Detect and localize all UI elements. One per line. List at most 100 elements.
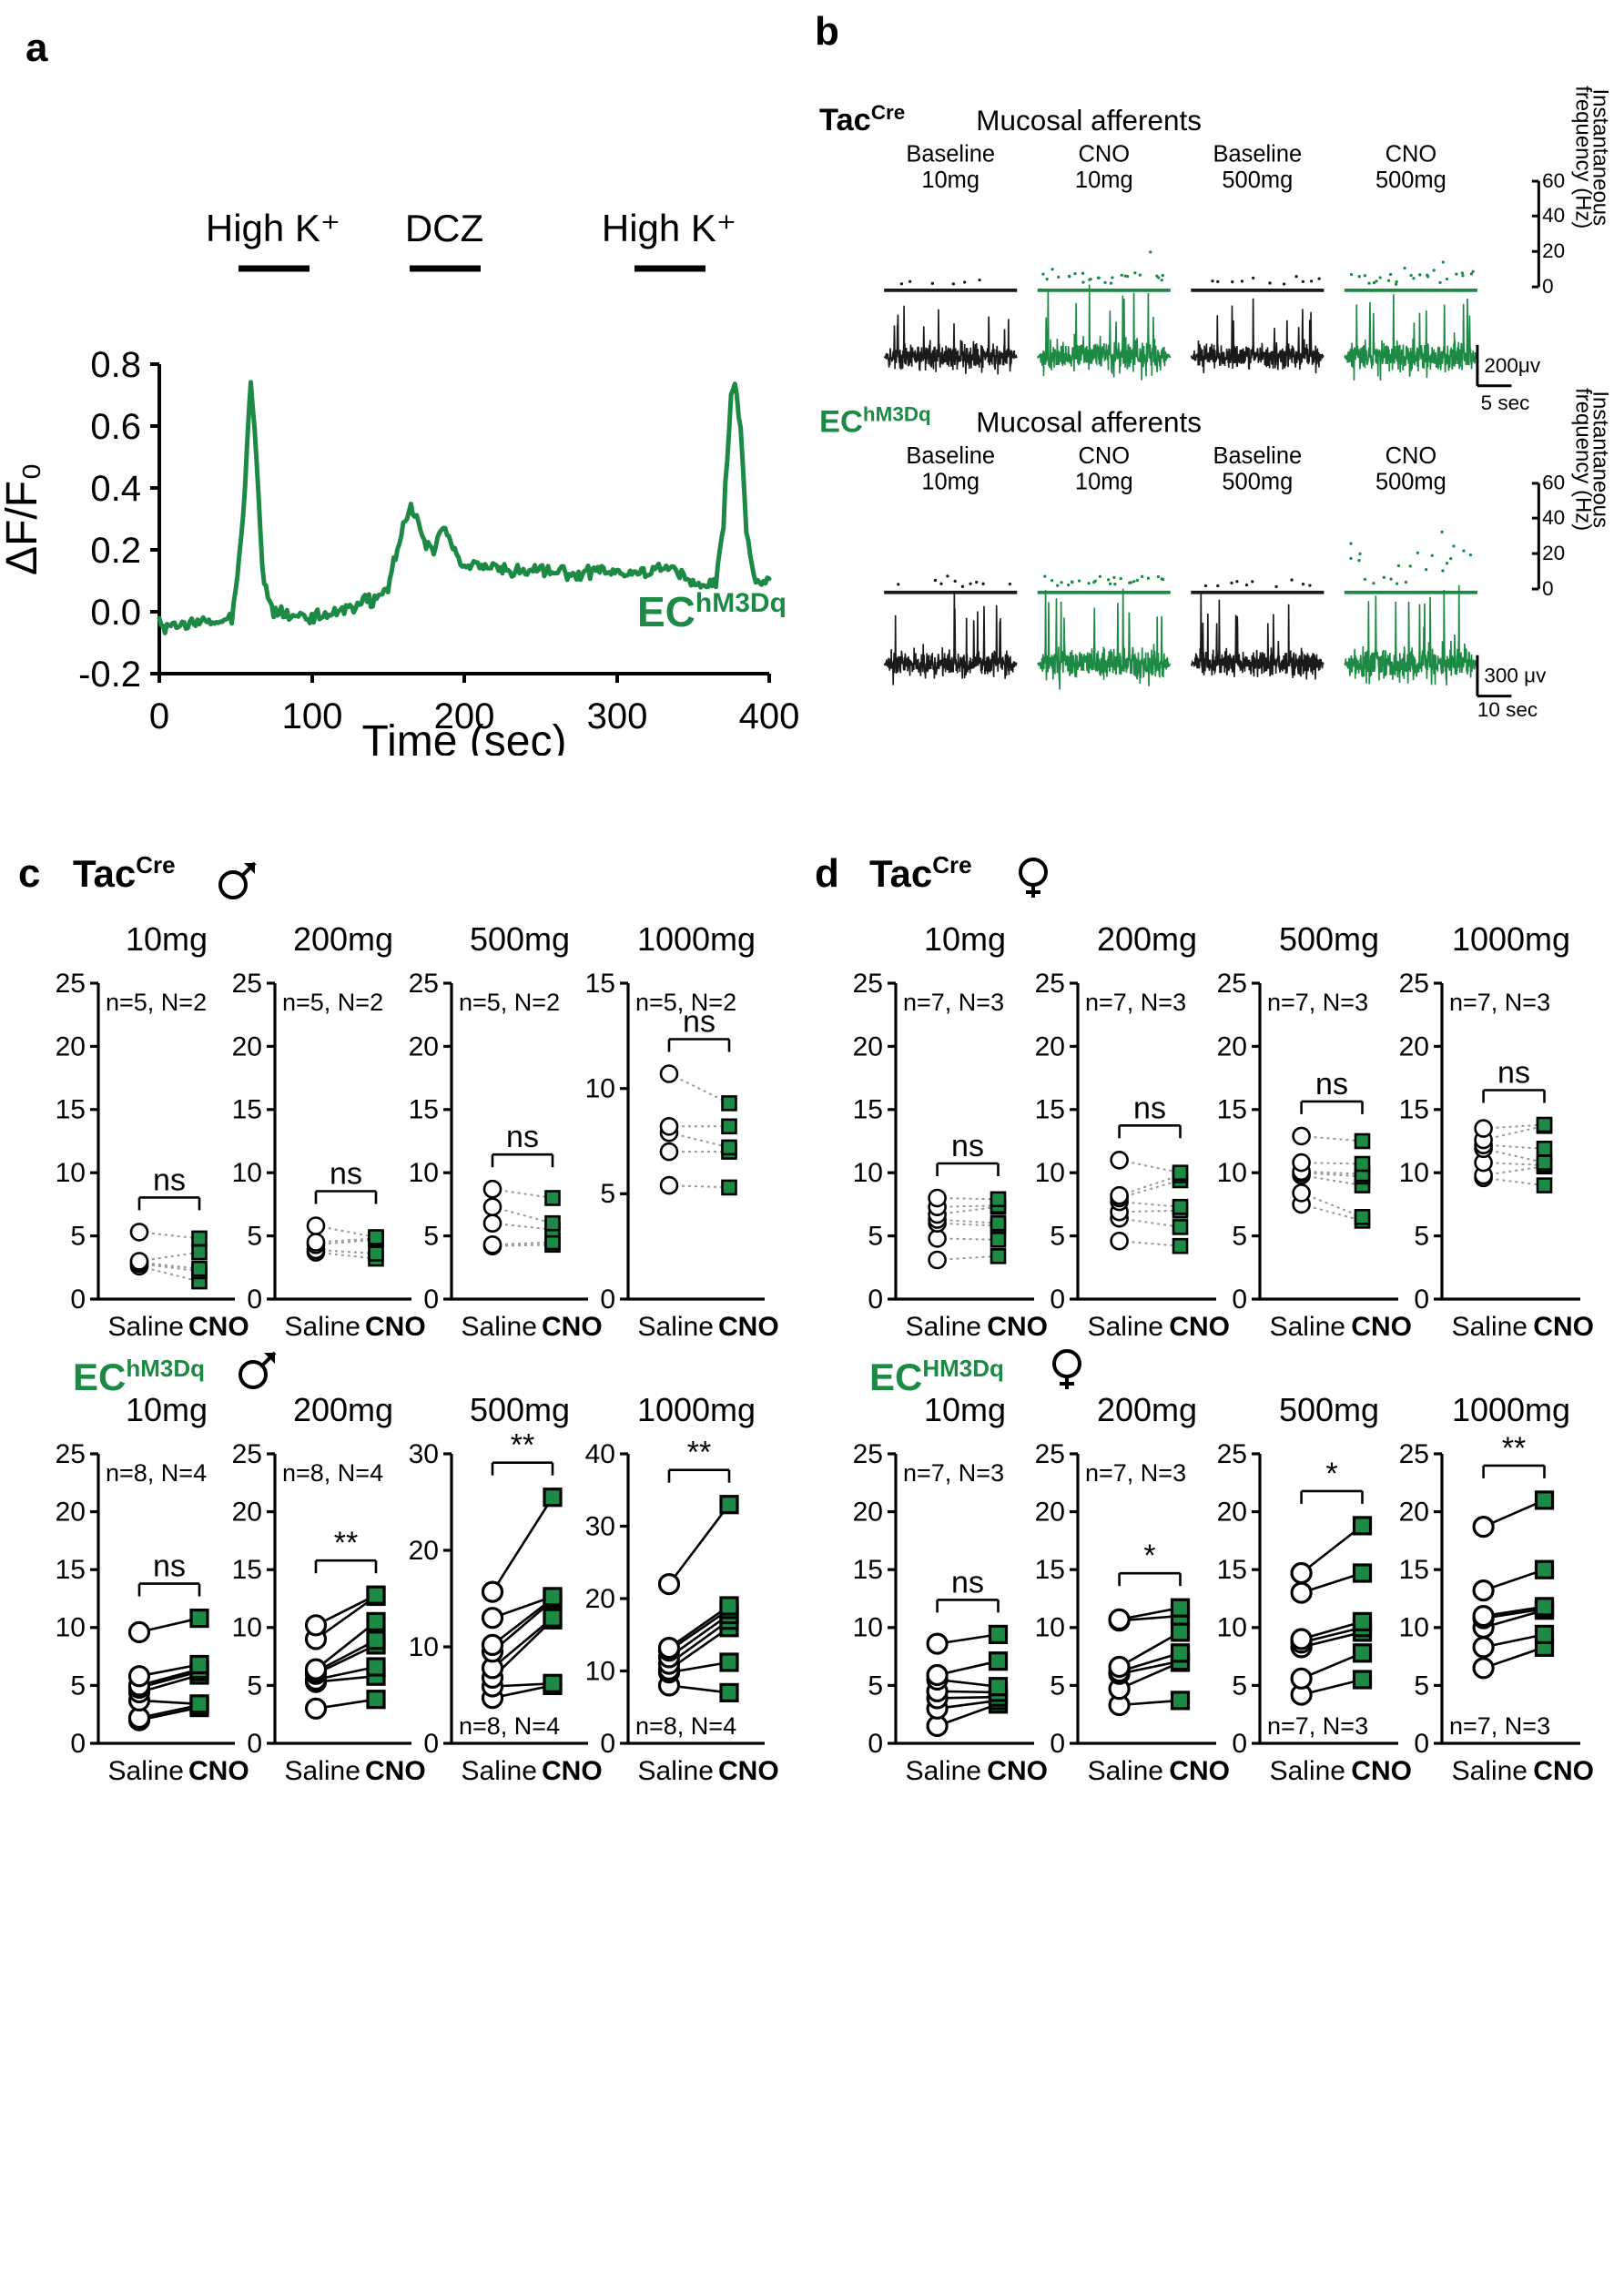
svg-text:200mg: 200mg: [293, 1391, 393, 1428]
svg-text:500mg: 500mg: [1222, 470, 1293, 495]
svg-text:CNO: CNO: [1351, 1756, 1412, 1786]
svg-text:5: 5: [600, 1179, 615, 1209]
svg-text:25: 25: [853, 1439, 883, 1469]
svg-text:CNO: CNO: [542, 1756, 603, 1786]
svg-text:10: 10: [56, 1613, 86, 1643]
svg-text:1000mg: 1000mg: [637, 920, 756, 958]
svg-text:5: 5: [423, 1222, 439, 1252]
svg-text:500mg: 500mg: [1279, 920, 1379, 958]
svg-text:n=5, N=2: n=5, N=2: [106, 989, 207, 1016]
svg-text:ns: ns: [506, 1120, 539, 1154]
svg-text:10mg: 10mg: [1075, 168, 1133, 193]
svg-text:n=7, N=3: n=7, N=3: [1267, 989, 1368, 1016]
svg-text:0.0: 0.0: [90, 593, 141, 633]
svg-text:300 μv: 300 μv: [1484, 665, 1547, 687]
svg-text:10: 10: [409, 1632, 439, 1662]
svg-text:CNO: CNO: [188, 1756, 249, 1786]
svg-text:CNO: CNO: [1351, 1312, 1412, 1342]
svg-text:10: 10: [1217, 1613, 1247, 1643]
svg-text:200mg: 200mg: [1097, 1391, 1197, 1428]
svg-text:ns: ns: [1133, 1091, 1166, 1125]
svg-text:30: 30: [409, 1439, 439, 1469]
svg-text:40: 40: [1542, 506, 1565, 529]
svg-text:25: 25: [56, 969, 86, 999]
svg-text:20: 20: [585, 1584, 615, 1614]
svg-text:200mg: 200mg: [293, 920, 393, 958]
svg-text:25: 25: [56, 1439, 86, 1469]
svg-text:Baseline: Baseline: [1213, 443, 1302, 469]
svg-text:0: 0: [70, 1729, 86, 1759]
svg-text:10: 10: [1217, 1158, 1247, 1188]
svg-text:CNO: CNO: [188, 1312, 249, 1342]
svg-text:10mg: 10mg: [921, 168, 979, 193]
svg-text:15: 15: [232, 1095, 262, 1125]
svg-text:20: 20: [1217, 1498, 1247, 1528]
svg-text:500mg: 500mg: [1375, 168, 1446, 193]
svg-text:20: 20: [232, 1031, 262, 1061]
svg-text:10mg: 10mg: [126, 1391, 208, 1428]
svg-text:CNO: CNO: [1078, 443, 1130, 469]
svg-text:500mg: 500mg: [1375, 470, 1446, 495]
svg-text:25: 25: [853, 969, 883, 999]
svg-text:10: 10: [56, 1158, 86, 1188]
svg-text:15: 15: [1217, 1095, 1247, 1125]
svg-text:25: 25: [1217, 1439, 1247, 1469]
svg-text:Mucosal afferents: Mucosal afferents: [976, 105, 1202, 137]
svg-text:10mg: 10mg: [126, 920, 208, 958]
svg-text:CNO: CNO: [365, 1756, 426, 1786]
svg-text:EChM3Dq: EChM3Dq: [637, 588, 787, 636]
svg-text:ns: ns: [153, 1163, 186, 1197]
svg-text:Saline: Saline: [638, 1756, 714, 1786]
svg-text:ns: ns: [951, 1565, 984, 1599]
svg-text:5: 5: [247, 1670, 262, 1701]
svg-text:200mg: 200mg: [1097, 920, 1197, 958]
svg-text:n=8, N=4: n=8, N=4: [635, 1712, 736, 1740]
svg-text:0: 0: [600, 1285, 615, 1315]
svg-text:20: 20: [853, 1031, 883, 1061]
svg-text:20: 20: [1035, 1031, 1065, 1061]
svg-text:10: 10: [232, 1613, 262, 1643]
svg-text:500mg: 500mg: [470, 1391, 570, 1428]
svg-text:5: 5: [1050, 1222, 1065, 1252]
svg-text:frequency (Hz): frequency (Hz): [1571, 86, 1596, 228]
svg-text:0: 0: [1414, 1729, 1429, 1759]
svg-text:CNO: CNO: [987, 1756, 1048, 1786]
svg-text:20: 20: [56, 1031, 86, 1061]
svg-text:5: 5: [1414, 1670, 1429, 1701]
svg-text:n=7, N=3: n=7, N=3: [1085, 1459, 1186, 1487]
svg-text:Baseline: Baseline: [906, 141, 995, 167]
svg-text:0: 0: [1542, 577, 1554, 600]
svg-text:10mg: 10mg: [921, 470, 979, 495]
svg-text:5: 5: [1232, 1670, 1247, 1701]
svg-text:10: 10: [1399, 1613, 1429, 1643]
svg-text:ns: ns: [330, 1157, 362, 1192]
svg-text:20: 20: [56, 1498, 86, 1528]
svg-text:High K⁺: High K⁺: [206, 207, 340, 249]
svg-text:10: 10: [1399, 1158, 1429, 1188]
svg-text:Mucosal afferents: Mucosal afferents: [976, 407, 1202, 439]
svg-text:10: 10: [853, 1158, 883, 1188]
svg-text:1000mg: 1000mg: [637, 1391, 756, 1428]
svg-text:20: 20: [1399, 1031, 1429, 1061]
svg-text:Saline: Saline: [285, 1756, 360, 1786]
svg-text:10: 10: [585, 1656, 615, 1686]
svg-text:15: 15: [1399, 1095, 1429, 1125]
svg-text:Saline: Saline: [108, 1756, 184, 1786]
svg-text:25: 25: [1035, 969, 1065, 999]
svg-text:Saline: Saline: [108, 1312, 184, 1342]
svg-text:0: 0: [1542, 275, 1554, 298]
svg-text:CNO: CNO: [365, 1312, 426, 1342]
svg-text:0: 0: [423, 1729, 439, 1759]
svg-text:10: 10: [1035, 1613, 1065, 1643]
svg-text:ns: ns: [1497, 1056, 1530, 1091]
svg-text:15: 15: [1399, 1555, 1429, 1585]
svg-text:20: 20: [1035, 1498, 1065, 1528]
svg-text:200μv: 200μv: [1484, 354, 1540, 377]
svg-text:0: 0: [149, 696, 169, 736]
svg-text:20: 20: [409, 1031, 439, 1061]
svg-text:10mg: 10mg: [924, 1391, 1006, 1428]
svg-text:5: 5: [868, 1222, 883, 1252]
svg-text:n=5, N=2: n=5, N=2: [282, 989, 383, 1016]
svg-text:*: *: [1143, 1538, 1155, 1573]
svg-text:20: 20: [1217, 1031, 1247, 1061]
